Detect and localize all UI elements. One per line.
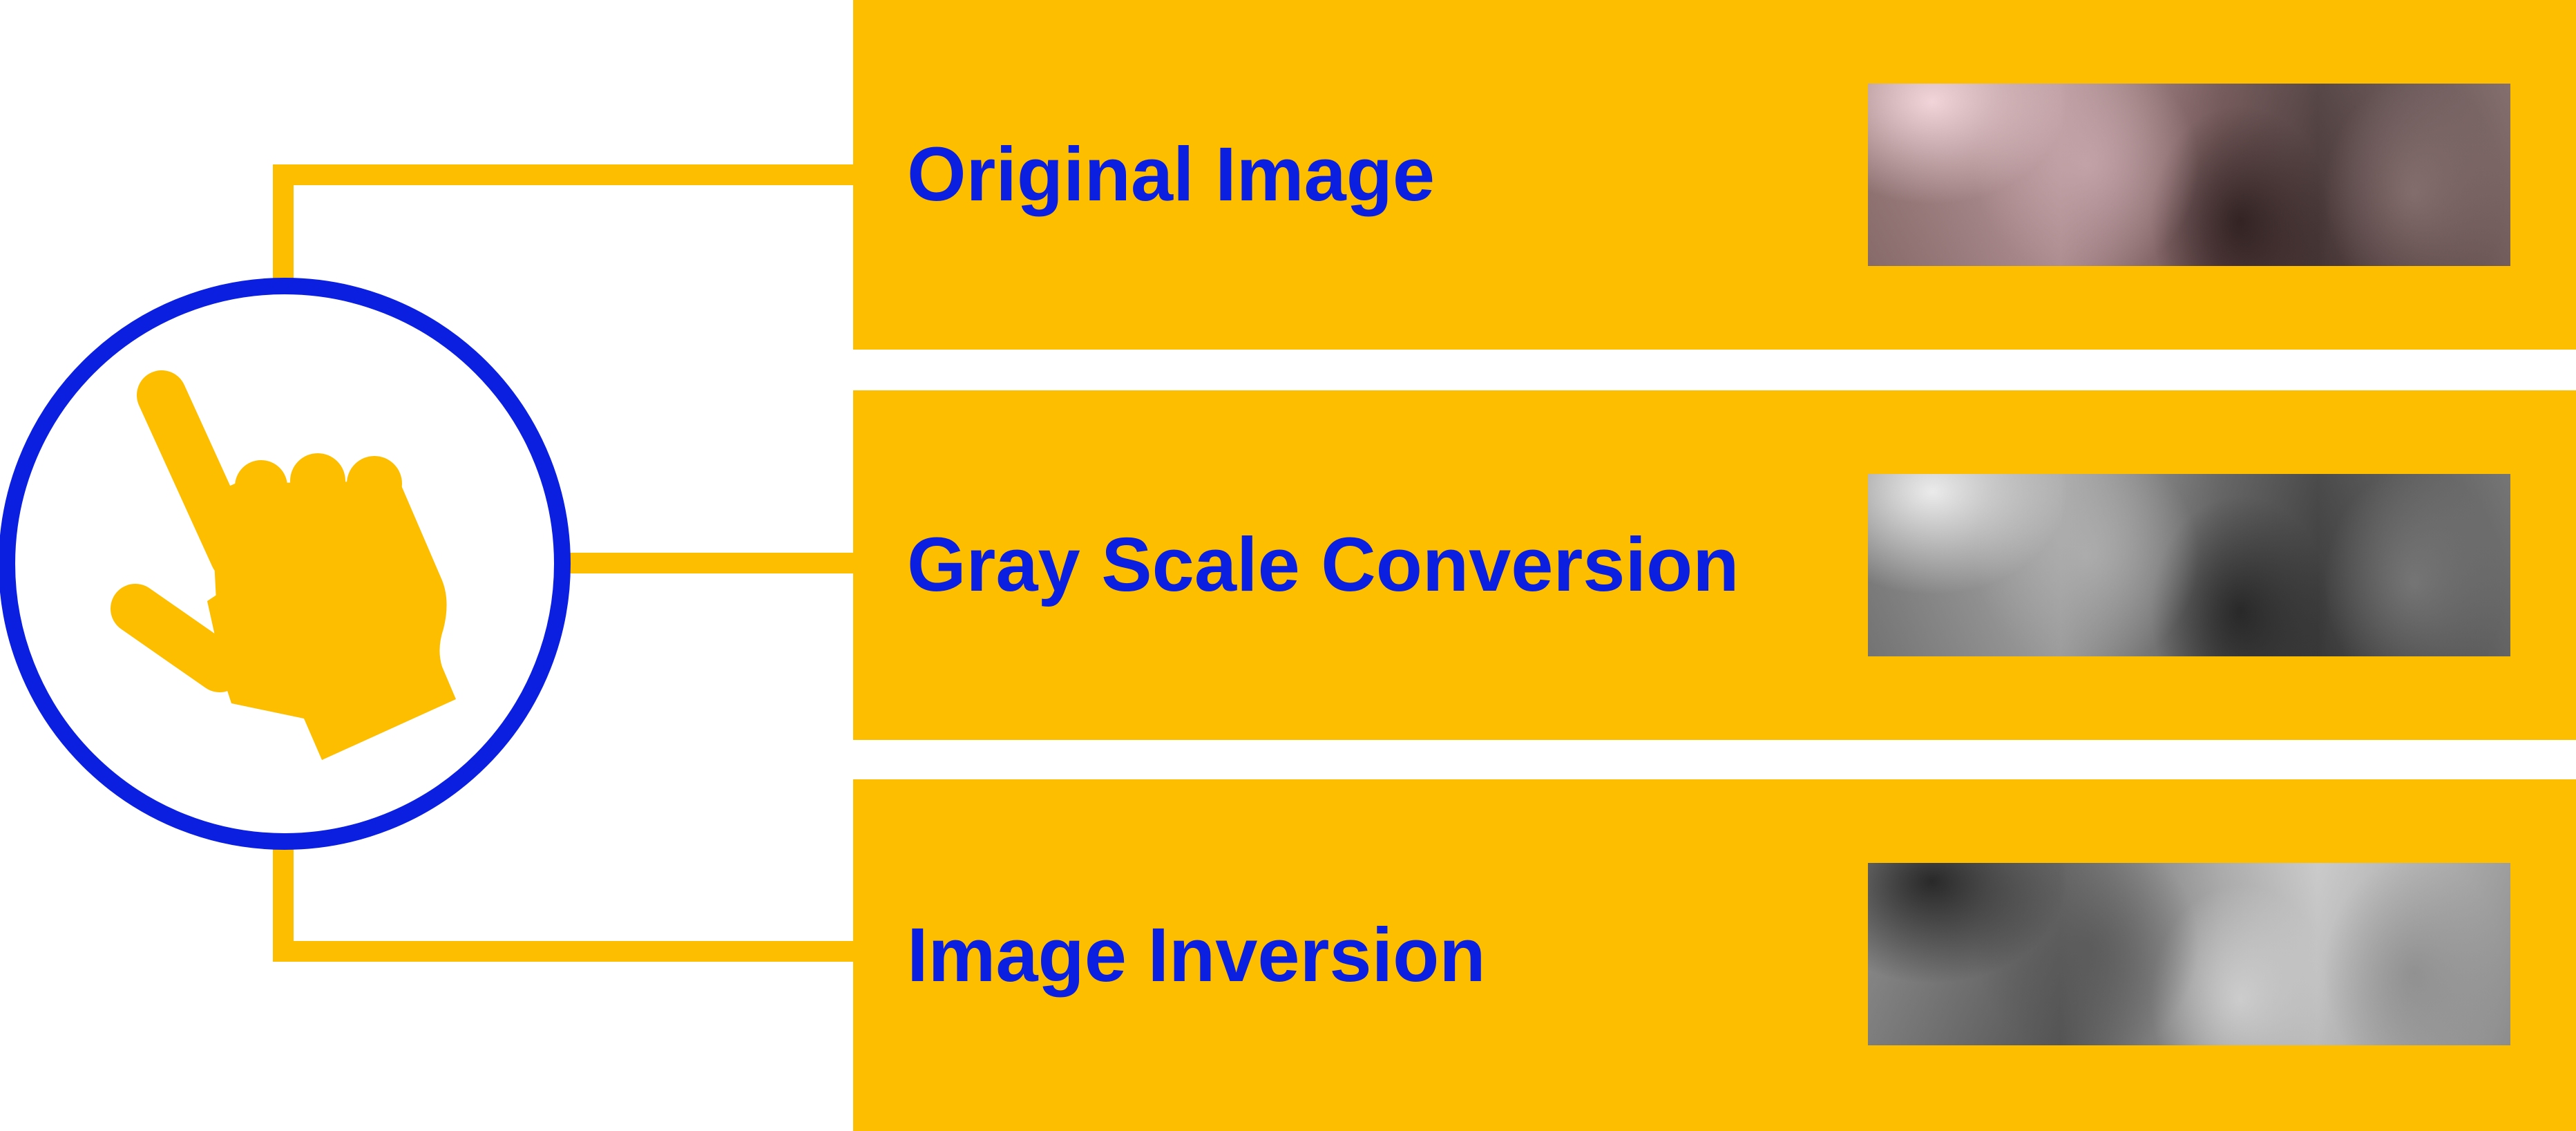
pointing-hand-icon xyxy=(0,278,571,850)
step-panel-inversion: Image Inversion xyxy=(853,779,2576,1131)
connector-bottom xyxy=(273,843,853,962)
original-image-thumbnail xyxy=(1868,84,2510,266)
step-panel-original: Original Image xyxy=(853,0,2576,350)
grayscale-image-thumbnail xyxy=(1868,474,2510,656)
step-label-inversion: Image Inversion xyxy=(907,912,1486,998)
inverted-image-thumbnail xyxy=(1868,863,2510,1045)
hand-shape xyxy=(111,370,456,760)
connector-top xyxy=(273,164,853,283)
step-label-original: Original Image xyxy=(907,132,1435,217)
step-panel-grayscale: Gray Scale Conversion xyxy=(853,390,2576,740)
step-label-grayscale: Gray Scale Conversion xyxy=(907,522,1739,607)
